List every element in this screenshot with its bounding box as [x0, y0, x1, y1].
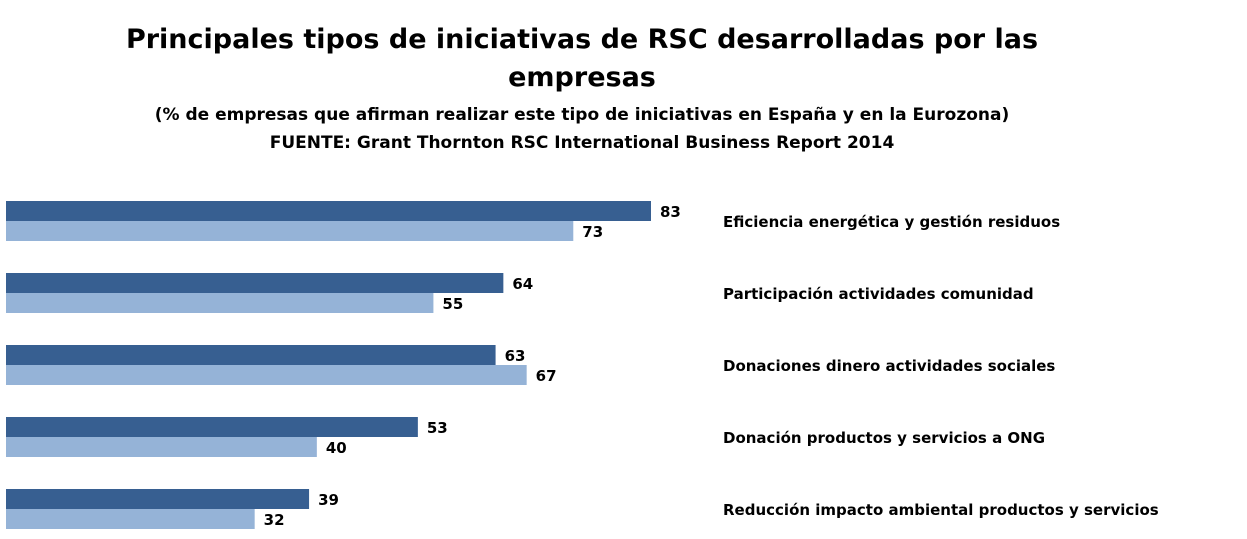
bar-4-series-1	[6, 417, 418, 437]
bar-1-series-2	[6, 221, 574, 241]
value-label-2-series-1: 64	[512, 275, 533, 293]
bar-2-series-1	[6, 273, 504, 293]
category-label-2: Participación actividades comunidad	[723, 285, 1034, 303]
category-label-4: Donación productos y servicios a ONG	[723, 429, 1045, 447]
chart-title-line-1: Principales tipos de iniciativas de RSC …	[126, 24, 1038, 55]
category-label-5: Reducción impacto ambiental productos y …	[723, 501, 1159, 519]
bar-5-series-1	[6, 489, 310, 509]
value-label-5-series-2: 32	[264, 511, 285, 529]
bar-3-series-2	[6, 365, 527, 385]
chart-title-line-2: empresas	[508, 62, 656, 93]
bar-4-series-2	[6, 437, 317, 457]
bars-group: 83 73 Eficiencia energética y gestión resi…	[6, 201, 1159, 529]
bar-2-series-2	[6, 293, 434, 313]
bar-3-series-1	[6, 345, 496, 365]
chart-source: FUENTE: Grant Thornton RSC International…	[270, 133, 895, 153]
chart-subtitle: (% de empresas que afirman realizar este…	[155, 105, 1010, 125]
category-label-3: Donaciones dinero actividades sociales	[723, 357, 1055, 375]
value-label-2-series-2: 55	[442, 295, 463, 313]
value-label-4-series-1: 53	[427, 419, 448, 437]
value-label-3-series-1: 63	[505, 347, 526, 365]
category-label-1: Eficiencia energética y gestión residuos	[723, 213, 1060, 231]
value-label-5-series-1: 39	[318, 491, 339, 509]
value-label-3-series-2: 67	[536, 367, 557, 385]
value-label-4-series-2: 40	[326, 439, 347, 457]
bar-5-series-2	[6, 509, 255, 529]
value-label-1-series-2: 73	[582, 223, 603, 241]
bar-1-series-1	[6, 201, 651, 221]
value-label-1-series-1: 83	[660, 203, 681, 221]
